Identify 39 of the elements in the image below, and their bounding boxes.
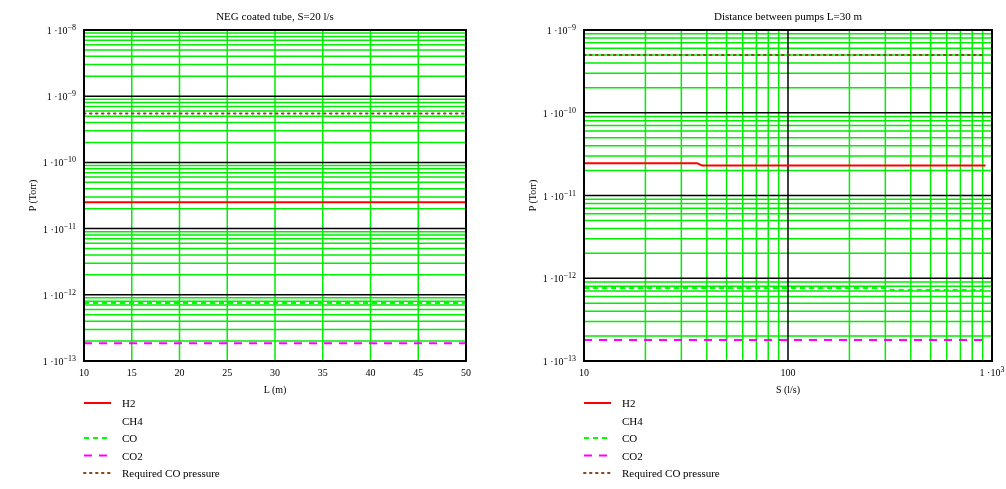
y-tick-label: 1 ·10$^{−12}$ <box>42 287 76 301</box>
x-tick-label: 10 <box>579 367 589 378</box>
legend-label: CO <box>122 432 138 444</box>
x-tick-label: 25 <box>222 367 233 378</box>
x-axis-title: L (m) <box>263 384 287 396</box>
x-tick-label: 10 <box>79 367 89 378</box>
legend-label: H2 <box>122 397 136 409</box>
y-tick-label: 1 ·10$^{−10}$ <box>542 105 576 119</box>
chart-title: Distance between pumps L=30 m <box>714 10 863 22</box>
x-tick-label: 20 <box>174 367 185 378</box>
x-tick-label: 50 <box>461 367 471 378</box>
y-tick-label: 1 ·10$^{−8}$ <box>46 22 76 36</box>
y-tick-label: 1 ·10$^{−12}$ <box>542 270 576 285</box>
legend-label: CO2 <box>622 449 643 462</box>
y-tick-label: 1 ·10$^{−9}$ <box>546 22 576 36</box>
y-axis-title: P (Torr) <box>27 179 39 212</box>
legend-label: H2 <box>622 397 636 409</box>
x-axis-title: S (l/s) <box>775 384 801 396</box>
text: CH4 <box>122 414 144 427</box>
x-tick-label: 45 <box>413 367 424 378</box>
x-tick-label: 30 <box>270 367 280 378</box>
legend-label: CO <box>622 432 638 444</box>
legend-label: CO2 <box>122 449 143 462</box>
chart-title: NEG coated tube, S=20 l/s <box>216 10 334 22</box>
text: CH4 <box>622 414 644 427</box>
y-tick-label: 1 ·10$^{−13}$ <box>542 353 576 367</box>
x-tick-label: 35 <box>317 367 328 378</box>
y-tick-label: 1 ·10$^{−9}$ <box>46 88 76 103</box>
y-tick-label: 1 ·10$^{−13}$ <box>42 353 76 367</box>
x-tick-label: 1 ·10$^{3}$ <box>979 364 1005 378</box>
x-tick-label: 15 <box>126 367 137 378</box>
legend-label: Required CO pressure <box>122 467 220 479</box>
x-tick-label: 40 <box>365 367 376 378</box>
x-tick-label: 100 <box>780 367 796 378</box>
legend-label: Required CO pressure <box>622 467 720 479</box>
y-tick-label: 1 ·10$^{−11}$ <box>42 221 76 235</box>
y-tick-label: 1 ·10$^{−11}$ <box>542 188 576 202</box>
y-tick-label: 1 ·10$^{−10}$ <box>42 154 76 169</box>
y-axis-title: P (Torr) <box>527 179 539 212</box>
